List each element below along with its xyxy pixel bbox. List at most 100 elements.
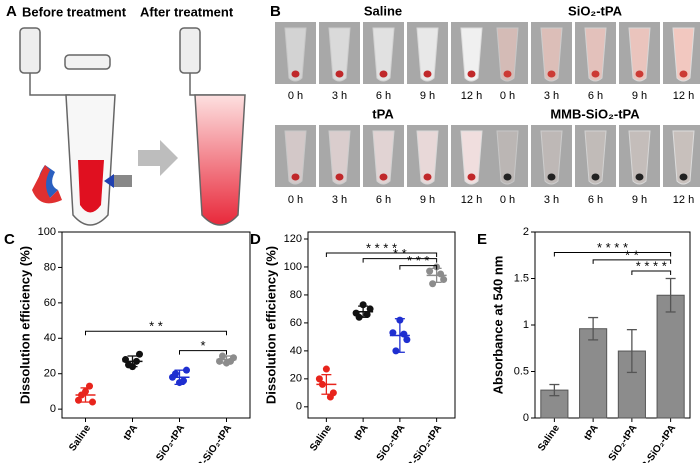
axes — [61, 231, 251, 419]
point — [172, 370, 179, 378]
point — [125, 361, 132, 369]
tube — [328, 27, 351, 82]
y-tick-label: 20 — [290, 373, 302, 385]
tube — [416, 27, 439, 82]
tube — [372, 27, 395, 82]
clot — [635, 70, 644, 78]
significance-label: * * — [625, 247, 639, 262]
tube — [284, 130, 307, 185]
tube — [672, 27, 695, 82]
significance-bracket — [592, 259, 672, 264]
point — [89, 398, 96, 406]
y-tick-label: 0 — [296, 401, 302, 413]
tube — [460, 130, 483, 185]
time-label: 12 h — [673, 194, 694, 206]
tube — [540, 27, 563, 82]
significance-bracket — [362, 258, 438, 263]
clot — [547, 70, 556, 78]
point — [440, 276, 448, 284]
x-tick-label: Saline — [67, 423, 93, 454]
point — [183, 366, 190, 374]
y-axis-label: Dissolution efficiency (%) — [263, 246, 278, 404]
significance-label: * * — [149, 319, 163, 334]
bar — [656, 294, 685, 419]
significance-bracket — [631, 270, 672, 276]
point — [326, 393, 334, 401]
y-tick-label: 40 — [44, 332, 56, 344]
significance-label: * * * * — [636, 258, 667, 273]
time-label: 9 h — [420, 194, 435, 206]
time-label: 6 h — [588, 194, 603, 206]
tube — [328, 130, 351, 185]
group-title: Saline — [364, 3, 402, 18]
panel-letter: D — [250, 231, 261, 248]
y-tick-label: 2 — [523, 226, 529, 238]
point — [366, 305, 374, 313]
point — [180, 377, 187, 385]
x-tick-label: MMB-SiO₂-tPA — [186, 423, 234, 463]
tube — [540, 130, 563, 185]
y-tick-label: 1.5 — [514, 272, 529, 284]
clot — [467, 173, 476, 181]
axes — [307, 231, 456, 419]
time-label: 3 h — [332, 194, 347, 206]
y-tick-label: 20 — [44, 368, 56, 380]
tube — [416, 130, 439, 185]
time-label: 9 h — [632, 194, 647, 206]
clot — [503, 70, 512, 78]
y-tick-label: 120 — [284, 233, 302, 245]
tube — [672, 130, 695, 185]
y-tick-label: 0 — [50, 403, 56, 415]
time-label: 12 h — [673, 90, 694, 102]
significance-label: * * * * — [366, 240, 397, 255]
significance-bracket — [85, 330, 227, 336]
clot — [591, 70, 600, 78]
tube — [584, 27, 607, 82]
x-tick-label: SiO₂-tPA — [154, 423, 187, 463]
panel-letter: E — [477, 231, 487, 248]
y-tick-label: 80 — [44, 261, 56, 273]
bar — [579, 328, 608, 419]
point — [315, 375, 323, 383]
label: After treatment — [140, 4, 234, 19]
significance-bracket — [325, 252, 438, 257]
point — [400, 330, 408, 338]
clot — [467, 70, 476, 78]
time-label: 12 h — [461, 194, 482, 206]
time-label: 9 h — [420, 90, 435, 102]
time-label: 3 h — [544, 90, 559, 102]
point — [75, 396, 82, 404]
y-tick-label: 100 — [38, 226, 56, 238]
panel-letter: B — [270, 3, 281, 20]
label: Before treatment — [22, 4, 127, 19]
x-tick-label: SiO₂-tPA — [375, 423, 408, 463]
x-tick-label: SiO₂-tPA — [607, 423, 640, 463]
y-axis-label: Absorbance at 540 nm — [490, 256, 505, 395]
y-tick-label: 60 — [44, 297, 56, 309]
x-tick-label: Saline — [308, 423, 334, 454]
clot — [679, 173, 688, 181]
clot — [291, 70, 300, 78]
y-tick-label: 1 — [523, 319, 529, 331]
clot — [423, 70, 432, 78]
clot — [503, 173, 512, 181]
time-label: 3 h — [332, 90, 347, 102]
y-tick-label: 0 — [523, 412, 529, 424]
time-label: 0 h — [288, 90, 303, 102]
point — [403, 336, 411, 344]
clot — [291, 173, 300, 181]
group-title: tPA — [372, 106, 394, 121]
group-title: MMB-SiO₂-tPA — [550, 106, 640, 121]
illustration — [19, 27, 246, 226]
tube — [496, 130, 519, 185]
x-tick-label: tPA — [352, 423, 370, 443]
point — [322, 365, 330, 373]
point — [429, 280, 437, 288]
y-tick-label: 0.5 — [514, 365, 529, 377]
point — [389, 329, 397, 337]
clot — [423, 173, 432, 181]
clot — [379, 70, 388, 78]
clot — [335, 70, 344, 78]
significance-bracket — [179, 350, 227, 355]
clot — [379, 173, 388, 181]
